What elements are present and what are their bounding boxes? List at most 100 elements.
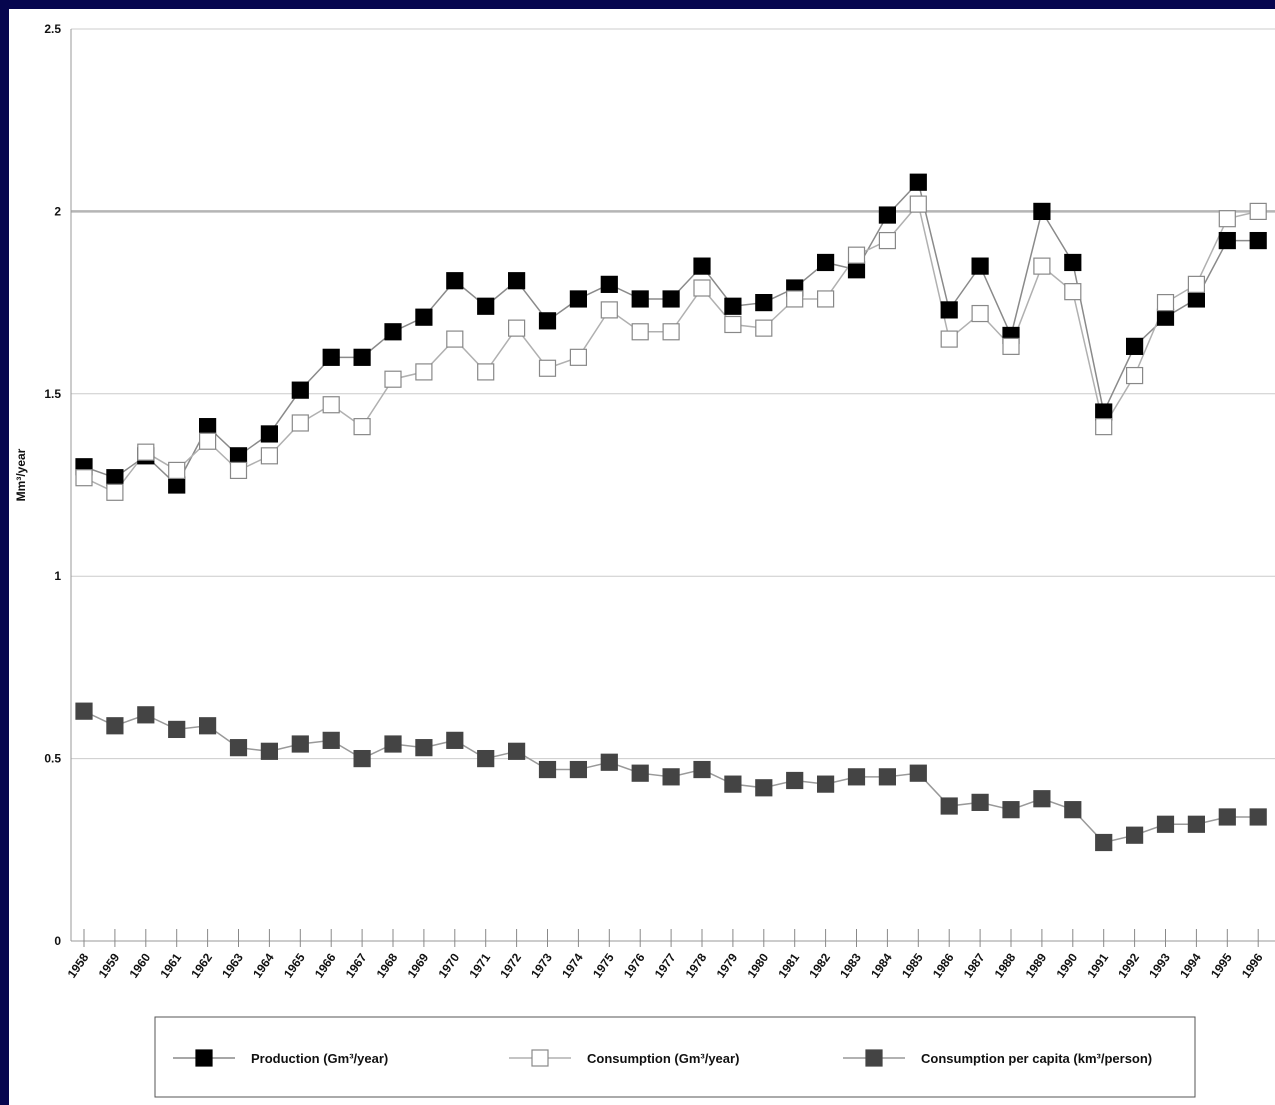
data-point — [940, 301, 958, 319]
x-tick-label: 1970 — [435, 950, 462, 980]
x-tick-label: 1988 — [992, 950, 1019, 980]
data-point — [1156, 308, 1175, 326]
data-point — [1218, 231, 1236, 250]
data-point — [662, 290, 680, 308]
data-point — [353, 749, 371, 768]
data-point — [1095, 418, 1113, 436]
data-point — [291, 735, 309, 753]
data-point — [847, 261, 866, 279]
y-tick-label: 2 — [54, 204, 61, 218]
y-tick-label: 1.5 — [44, 387, 61, 401]
data-point — [1064, 801, 1082, 819]
data-point — [693, 257, 711, 275]
data-point — [322, 396, 340, 414]
data-point — [1033, 202, 1051, 220]
x-tick-label: 1961 — [157, 950, 184, 980]
data-point — [1125, 366, 1144, 385]
data-point — [1033, 790, 1051, 808]
data-point — [1187, 290, 1206, 308]
x-tick-label: 1976 — [621, 950, 648, 980]
data-point — [909, 173, 927, 191]
x-tick-label: 1973 — [528, 950, 555, 980]
x-tick-label: 1964 — [250, 950, 277, 980]
data-point — [384, 370, 402, 388]
data-point — [75, 702, 93, 720]
data-point — [1064, 253, 1082, 272]
x-tick-label: 1993 — [1146, 950, 1173, 980]
legend-marker — [531, 1049, 549, 1067]
data-point — [75, 469, 93, 487]
x-tick-label: 1995 — [1208, 950, 1235, 980]
data-point — [260, 447, 278, 465]
data-point — [631, 290, 649, 308]
data-point — [415, 308, 433, 326]
x-tick-label: 1980 — [744, 950, 771, 980]
x-tick-label: 1983 — [837, 950, 864, 980]
data-point — [168, 461, 186, 480]
data-point — [229, 447, 248, 465]
data-point — [415, 363, 433, 381]
legend: Production (Gm³/year) Consumption (Gm³/ye… — [154, 1016, 1196, 1098]
data-point — [662, 768, 680, 786]
axes: 0 0.5 1 1.5 2 2.5 1958 1959 1960 1961 1962 1963 1964… — [44, 22, 1275, 981]
data-point — [508, 272, 526, 290]
data-point — [446, 731, 464, 749]
data-point — [755, 294, 773, 312]
x-tick-label: 1969 — [405, 950, 432, 980]
data-point — [786, 290, 804, 308]
x-tick-label: 1967 — [343, 950, 370, 980]
x-tick-label: 1960 — [126, 950, 153, 980]
data-point — [137, 706, 155, 724]
data-point — [693, 760, 711, 779]
data-point — [199, 418, 217, 436]
legend-label: Production (Gm³/year) — [251, 1051, 388, 1066]
x-tick-label: 1975 — [590, 950, 617, 980]
data-point — [1156, 815, 1175, 833]
data-point — [229, 739, 248, 757]
data-point — [260, 425, 278, 443]
data-point — [1156, 294, 1175, 312]
chart-frame: 0 0.5 1 1.5 2 2.5 1958 1959 1960 1961 1962 1963 1964… — [9, 9, 1275, 1105]
data-point — [1218, 210, 1236, 228]
data-point — [1125, 826, 1144, 844]
legend-marker — [195, 1049, 213, 1067]
x-tick-label: 1992 — [1115, 950, 1142, 980]
x-tick-label: 1977 — [652, 950, 679, 980]
x-tick-label: 1985 — [899, 950, 926, 980]
x-tick-label: 1962 — [188, 950, 215, 980]
data-point — [137, 443, 155, 461]
data-point — [322, 731, 340, 749]
data-point — [538, 312, 557, 330]
data-point — [755, 319, 773, 337]
data-point — [1249, 808, 1267, 826]
data-point — [631, 764, 649, 782]
x-tick-label: 1958 — [65, 950, 92, 980]
data-point — [384, 735, 402, 753]
data-point — [940, 330, 958, 348]
data-point — [1249, 231, 1267, 250]
y-tick-label: 1 — [54, 569, 61, 583]
data-point — [1249, 202, 1267, 220]
data-point — [1002, 337, 1020, 355]
data-point — [199, 432, 217, 450]
data-point — [199, 717, 217, 735]
data-point — [631, 323, 649, 341]
data-point — [168, 720, 186, 739]
x-tick-label: 1966 — [312, 950, 339, 980]
data-point — [662, 323, 680, 341]
data-point — [878, 206, 897, 224]
series-markers — [75, 173, 1267, 852]
x-tick-label: 1991 — [1084, 950, 1111, 980]
x-tick-label: 1989 — [1023, 950, 1050, 980]
data-point — [415, 739, 433, 757]
data-point — [971, 793, 989, 811]
x-tick-label: 1984 — [868, 950, 895, 980]
x-tick-label: 1982 — [806, 950, 833, 980]
data-point — [477, 297, 495, 315]
series-line — [83, 202, 1259, 494]
x-tick-label: 1979 — [714, 950, 741, 980]
data-point — [538, 359, 557, 377]
data-point — [971, 304, 989, 323]
legend-box — [154, 1016, 1196, 1098]
data-point — [291, 381, 309, 399]
